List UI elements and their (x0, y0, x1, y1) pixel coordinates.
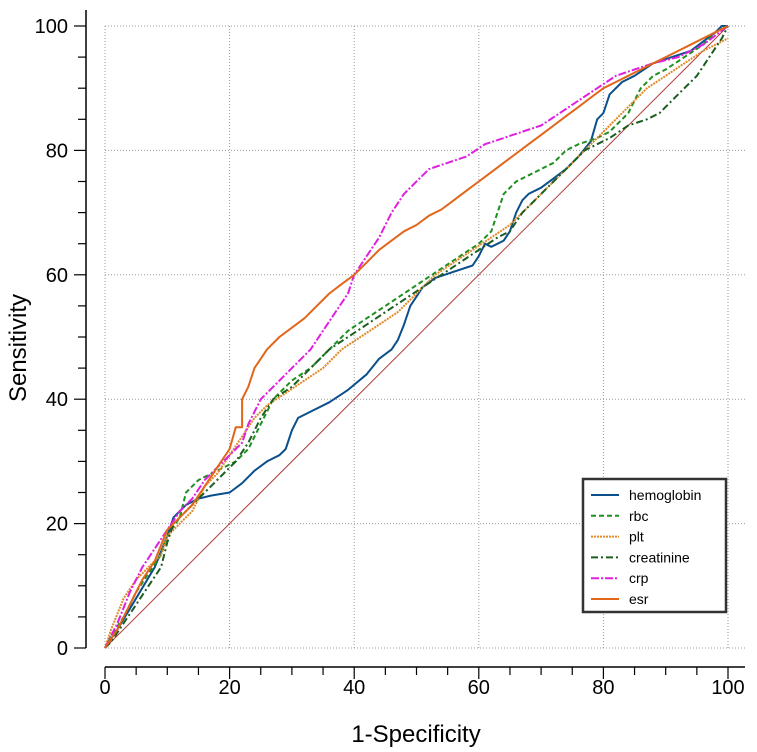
y-tick-label: 40 (46, 389, 68, 411)
x-tick-label: 40 (343, 677, 365, 699)
tick-labels: 0 20 40 60 80 100 0 20 40 60 80 100 (35, 16, 745, 699)
legend: hemoglobin rbc plt creatinine crp esr (581, 477, 728, 614)
x-tick-label: 0 (99, 677, 110, 699)
series-layer (104, 25, 729, 649)
y-tick-label: 0 (57, 638, 68, 660)
series-line-rbc (104, 25, 729, 649)
legend-box (581, 477, 728, 614)
x-axis-title: 1-Specificity (351, 721, 480, 748)
series-line-esr (104, 25, 729, 649)
legend-label-esr: esr (629, 591, 649, 607)
y-axis-title: Sensitivity (5, 294, 32, 402)
y-tick-label: 80 (46, 140, 68, 162)
x-tick-label: 100 (711, 677, 744, 699)
legend-label-rbc: rbc (629, 508, 648, 524)
legend-label-creatinine: creatinine (629, 549, 690, 565)
axes (74, 10, 745, 679)
legend-label-hemoglobin: hemoglobin (629, 487, 701, 503)
legend-label-crp: crp (629, 570, 649, 586)
legend-label-plt: plt (629, 529, 644, 545)
x-tick-label: 80 (592, 677, 614, 699)
y-tick-label: 100 (35, 16, 68, 38)
series-line-plt (104, 37, 729, 649)
x-tick-label: 20 (218, 677, 240, 699)
y-tick-label: 60 (46, 265, 68, 287)
y-tick-label: 20 (46, 514, 68, 536)
reference-diagonal-line (104, 25, 729, 649)
series-line-hemoglobin (104, 25, 728, 649)
x-tick-label: 60 (468, 677, 490, 699)
